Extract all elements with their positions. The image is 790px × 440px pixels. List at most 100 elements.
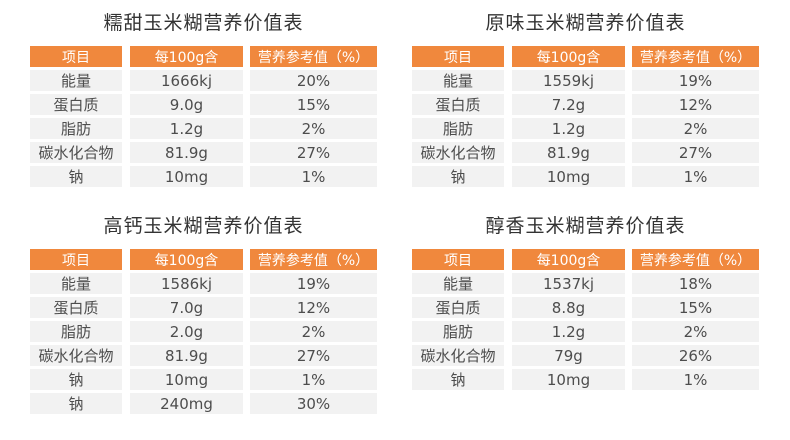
amount-cell: 1.2g — [512, 321, 625, 342]
nrv-cell: 2% — [250, 321, 377, 342]
nutrient-name-cell: 碳水化合物 — [30, 345, 122, 366]
table-row: 蛋白质 7.2g 12% — [412, 94, 759, 115]
table-header-row: 项目 每100g含 营养参考值（%） — [412, 249, 759, 270]
header-nrv-percent: 营养参考值（%） — [632, 249, 759, 270]
amount-cell: 1.2g — [512, 118, 625, 139]
table-row: 蛋白质 7.0g 12% — [30, 297, 377, 318]
nrv-cell: 30% — [250, 393, 377, 414]
amount-cell: 10mg — [512, 369, 625, 390]
table-row: 脂肪 1.2g 2% — [30, 118, 377, 139]
amount-cell: 81.9g — [130, 142, 243, 163]
amount-cell: 79g — [512, 345, 625, 366]
nutrient-name-cell: 钠 — [412, 166, 504, 187]
table-row: 蛋白质 9.0g 15% — [30, 94, 377, 115]
nutrient-name-cell: 碳水化合物 — [412, 142, 504, 163]
amount-cell: 8.8g — [512, 297, 625, 318]
nutrition-table: 项目 每100g含 营养参考值（%） 能量 1537kj 18% 蛋白质 8.8… — [412, 249, 759, 390]
nutrition-table-block-chunxiang: 醇香玉米糊营养价值表 项目 每100g含 营养参考值（%） 能量 1537kj … — [412, 211, 759, 393]
amount-cell: 9.0g — [130, 94, 243, 115]
table-row: 碳水化合物 81.9g 27% — [412, 142, 759, 163]
amount-cell: 7.0g — [130, 297, 243, 318]
nrv-cell: 1% — [250, 369, 377, 390]
nrv-cell: 26% — [632, 345, 759, 366]
header-per-100g: 每100g含 — [512, 249, 625, 270]
nutrient-name-cell: 能量 — [412, 70, 504, 91]
nutrient-name-cell: 脂肪 — [412, 321, 504, 342]
nrv-cell: 2% — [632, 118, 759, 139]
table-header-row: 项目 每100g含 营养参考值（%） — [412, 46, 759, 67]
header-per-100g: 每100g含 — [512, 46, 625, 67]
nutrient-name-cell: 蛋白质 — [412, 297, 504, 318]
table-row: 能量 1666kj 20% — [30, 70, 377, 91]
nutrient-name-cell: 钠 — [30, 166, 122, 187]
amount-cell: 10mg — [130, 369, 243, 390]
header-per-100g: 每100g含 — [130, 249, 243, 270]
header-item: 项目 — [30, 46, 122, 67]
nrv-cell: 27% — [250, 142, 377, 163]
nrv-cell: 2% — [250, 118, 377, 139]
table-row: 碳水化合物 81.9g 27% — [30, 345, 377, 366]
nrv-cell: 15% — [632, 297, 759, 318]
nrv-cell: 2% — [632, 321, 759, 342]
nrv-cell: 12% — [250, 297, 377, 318]
nutrient-name-cell: 碳水化合物 — [412, 345, 504, 366]
nutrient-name-cell: 钠 — [30, 393, 122, 414]
amount-cell: 2.0g — [130, 321, 243, 342]
amount-cell: 81.9g — [512, 142, 625, 163]
nrv-cell: 27% — [632, 142, 759, 163]
header-item: 项目 — [412, 249, 504, 270]
table-header-row: 项目 每100g含 营养参考值（%） — [30, 46, 377, 67]
amount-cell: 1559kj — [512, 70, 625, 91]
nutrient-name-cell: 脂肪 — [30, 321, 122, 342]
nutrition-table: 项目 每100g含 营养参考值（%） 能量 1559kj 19% 蛋白质 7.2… — [412, 46, 759, 187]
table-row: 脂肪 1.2g 2% — [412, 321, 759, 342]
table-row: 能量 1586kj 19% — [30, 273, 377, 294]
amount-cell: 81.9g — [130, 345, 243, 366]
nrv-cell: 19% — [250, 273, 377, 294]
nrv-cell: 12% — [632, 94, 759, 115]
nutrient-name-cell: 碳水化合物 — [30, 142, 122, 163]
nutrition-table-block-nuotian: 糯甜玉米糊营养价值表 项目 每100g含 营养参考值（%） 能量 1666kj … — [30, 8, 377, 190]
nutrition-table-block-gaogai: 高钙玉米糊营养价值表 项目 每100g含 营养参考值（%） 能量 1586kj … — [30, 211, 377, 417]
table-row: 能量 1559kj 19% — [412, 70, 759, 91]
table-row: 钠 10mg 1% — [30, 369, 377, 390]
nrv-cell: 19% — [632, 70, 759, 91]
table-header-row: 项目 每100g含 营养参考值（%） — [30, 249, 377, 270]
header-nrv-percent: 营养参考值（%） — [250, 46, 377, 67]
nrv-cell: 1% — [250, 166, 377, 187]
header-nrv-percent: 营养参考值（%） — [250, 249, 377, 270]
table-row: 钠 10mg 1% — [412, 166, 759, 187]
amount-cell: 10mg — [512, 166, 625, 187]
nutrient-name-cell: 蛋白质 — [30, 94, 122, 115]
amount-cell: 1.2g — [130, 118, 243, 139]
table-title: 糯甜玉米糊营养价值表 — [103, 12, 304, 34]
amount-cell: 7.2g — [512, 94, 625, 115]
nutrient-name-cell: 能量 — [30, 70, 122, 91]
amount-cell: 1666kj — [130, 70, 243, 91]
nrv-cell: 27% — [250, 345, 377, 366]
table-row: 蛋白质 8.8g 15% — [412, 297, 759, 318]
header-per-100g: 每100g含 — [130, 46, 243, 67]
nutrition-table: 项目 每100g含 营养参考值（%） 能量 1586kj 19% 蛋白质 7.0… — [30, 249, 377, 414]
nutrient-name-cell: 能量 — [30, 273, 122, 294]
nrv-cell: 18% — [632, 273, 759, 294]
header-nrv-percent: 营养参考值（%） — [632, 46, 759, 67]
nutrient-name-cell: 钠 — [30, 369, 122, 390]
nutrient-name-cell: 钠 — [412, 369, 504, 390]
table-title: 原味玉米糊营养价值表 — [485, 12, 686, 34]
table-row: 能量 1537kj 18% — [412, 273, 759, 294]
table-row: 钠 10mg 1% — [412, 369, 759, 390]
nrv-cell: 1% — [632, 166, 759, 187]
nutrition-table-block-yuanwei: 原味玉米糊营养价值表 项目 每100g含 营养参考值（%） 能量 1559kj … — [412, 8, 759, 190]
header-item: 项目 — [30, 249, 122, 270]
amount-cell: 1537kj — [512, 273, 625, 294]
nutrient-name-cell: 能量 — [412, 273, 504, 294]
amount-cell: 1586kj — [130, 273, 243, 294]
table-row: 脂肪 1.2g 2% — [412, 118, 759, 139]
header-item: 项目 — [412, 46, 504, 67]
table-row: 钠 10mg 1% — [30, 166, 377, 187]
table-row: 碳水化合物 81.9g 27% — [30, 142, 377, 163]
nutrition-table: 项目 每100g含 营养参考值（%） 能量 1666kj 20% 蛋白质 9.0… — [30, 46, 377, 187]
nrv-cell: 1% — [632, 369, 759, 390]
